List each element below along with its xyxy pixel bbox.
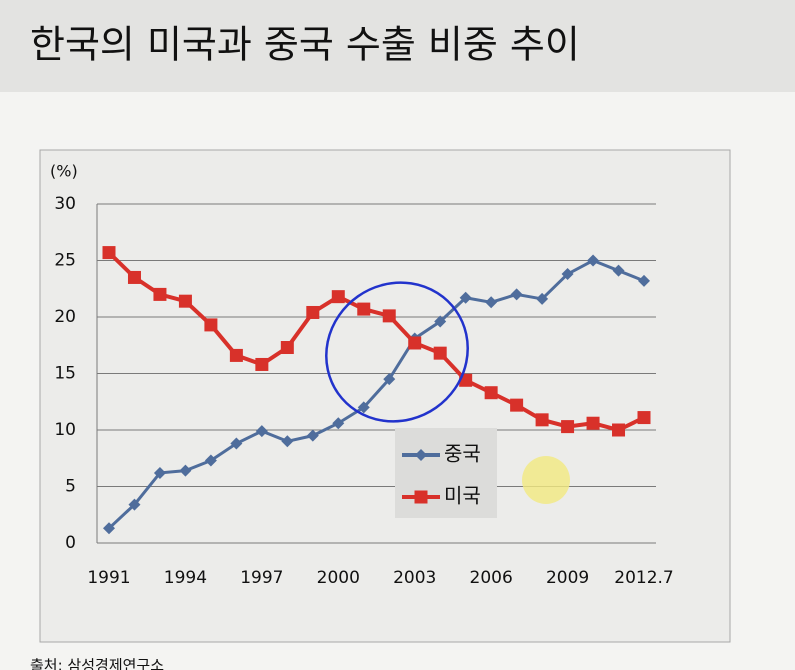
- data-point: [510, 288, 523, 301]
- data-point: [229, 348, 243, 362]
- legend-label: 미국: [444, 484, 481, 508]
- data-point: [281, 435, 294, 448]
- data-point: [153, 287, 167, 301]
- x-tick-label: 2003: [393, 568, 436, 588]
- y-tick-label: 20: [54, 307, 76, 327]
- y-tick-label: 5: [65, 477, 76, 497]
- data-point: [230, 437, 243, 450]
- data-point: [433, 346, 447, 360]
- data-point: [127, 270, 141, 284]
- y-tick-label: 25: [54, 251, 76, 271]
- y-tick-label: 0: [65, 533, 76, 553]
- data-point: [204, 454, 217, 467]
- data-point: [561, 420, 575, 434]
- pointer-highlight: [522, 456, 570, 504]
- data-point: [408, 336, 422, 350]
- y-tick-label: 15: [54, 364, 76, 384]
- title-bar: [0, 0, 795, 92]
- data-point: [332, 417, 345, 430]
- data-point: [637, 411, 651, 425]
- data-point: [510, 398, 524, 412]
- data-point: [612, 423, 626, 437]
- y-tick-label: 30: [54, 194, 76, 214]
- data-point: [484, 386, 498, 400]
- legend-label: 중국: [444, 442, 481, 466]
- data-point: [612, 264, 625, 277]
- x-tick-label: 1991: [87, 568, 130, 588]
- data-point: [103, 522, 115, 535]
- legend-marker: [415, 449, 427, 461]
- source-note: 출처: 삼성경제연구소: [30, 657, 164, 670]
- data-point: [179, 464, 192, 477]
- data-point: [178, 294, 192, 308]
- data-point: [357, 302, 371, 316]
- x-tick-label: 1997: [240, 568, 283, 588]
- data-point: [459, 291, 472, 304]
- x-tick-label: 2006: [470, 568, 513, 588]
- slide-title: 한국의 미국과 중국 수출 비중 추이: [30, 23, 580, 67]
- chart-frame: [39, 149, 731, 643]
- y-tick-label: 10: [54, 420, 76, 440]
- data-point: [587, 254, 600, 267]
- series-line: [107, 251, 645, 433]
- hand-drawn-circle: [325, 281, 469, 423]
- data-point: [102, 246, 116, 260]
- data-point: [535, 413, 549, 427]
- data-point: [153, 466, 166, 479]
- series-line: [107, 258, 645, 530]
- data-point: [434, 315, 447, 328]
- legend-marker: [414, 490, 428, 504]
- data-point: [561, 268, 574, 281]
- legend-box: [395, 428, 497, 518]
- data-point: [280, 341, 294, 355]
- data-point: [383, 373, 396, 386]
- data-point: [331, 290, 345, 304]
- data-point: [204, 318, 218, 332]
- data-point: [485, 296, 498, 309]
- data-point: [255, 357, 269, 371]
- data-point: [306, 305, 320, 319]
- data-point: [586, 416, 600, 430]
- data-point: [306, 429, 319, 442]
- data-point: [357, 401, 370, 414]
- y-unit-label: (%): [50, 162, 78, 181]
- data-point: [382, 309, 396, 323]
- data-point: [536, 292, 549, 305]
- x-tick-label: 1994: [164, 568, 207, 588]
- data-point: [638, 274, 650, 287]
- x-tick-label: 2000: [317, 568, 360, 588]
- data-point: [255, 425, 268, 438]
- x-tick-label: 2009: [546, 568, 589, 588]
- data-point: [128, 498, 141, 511]
- x-tick-label: 2012.7: [614, 568, 673, 588]
